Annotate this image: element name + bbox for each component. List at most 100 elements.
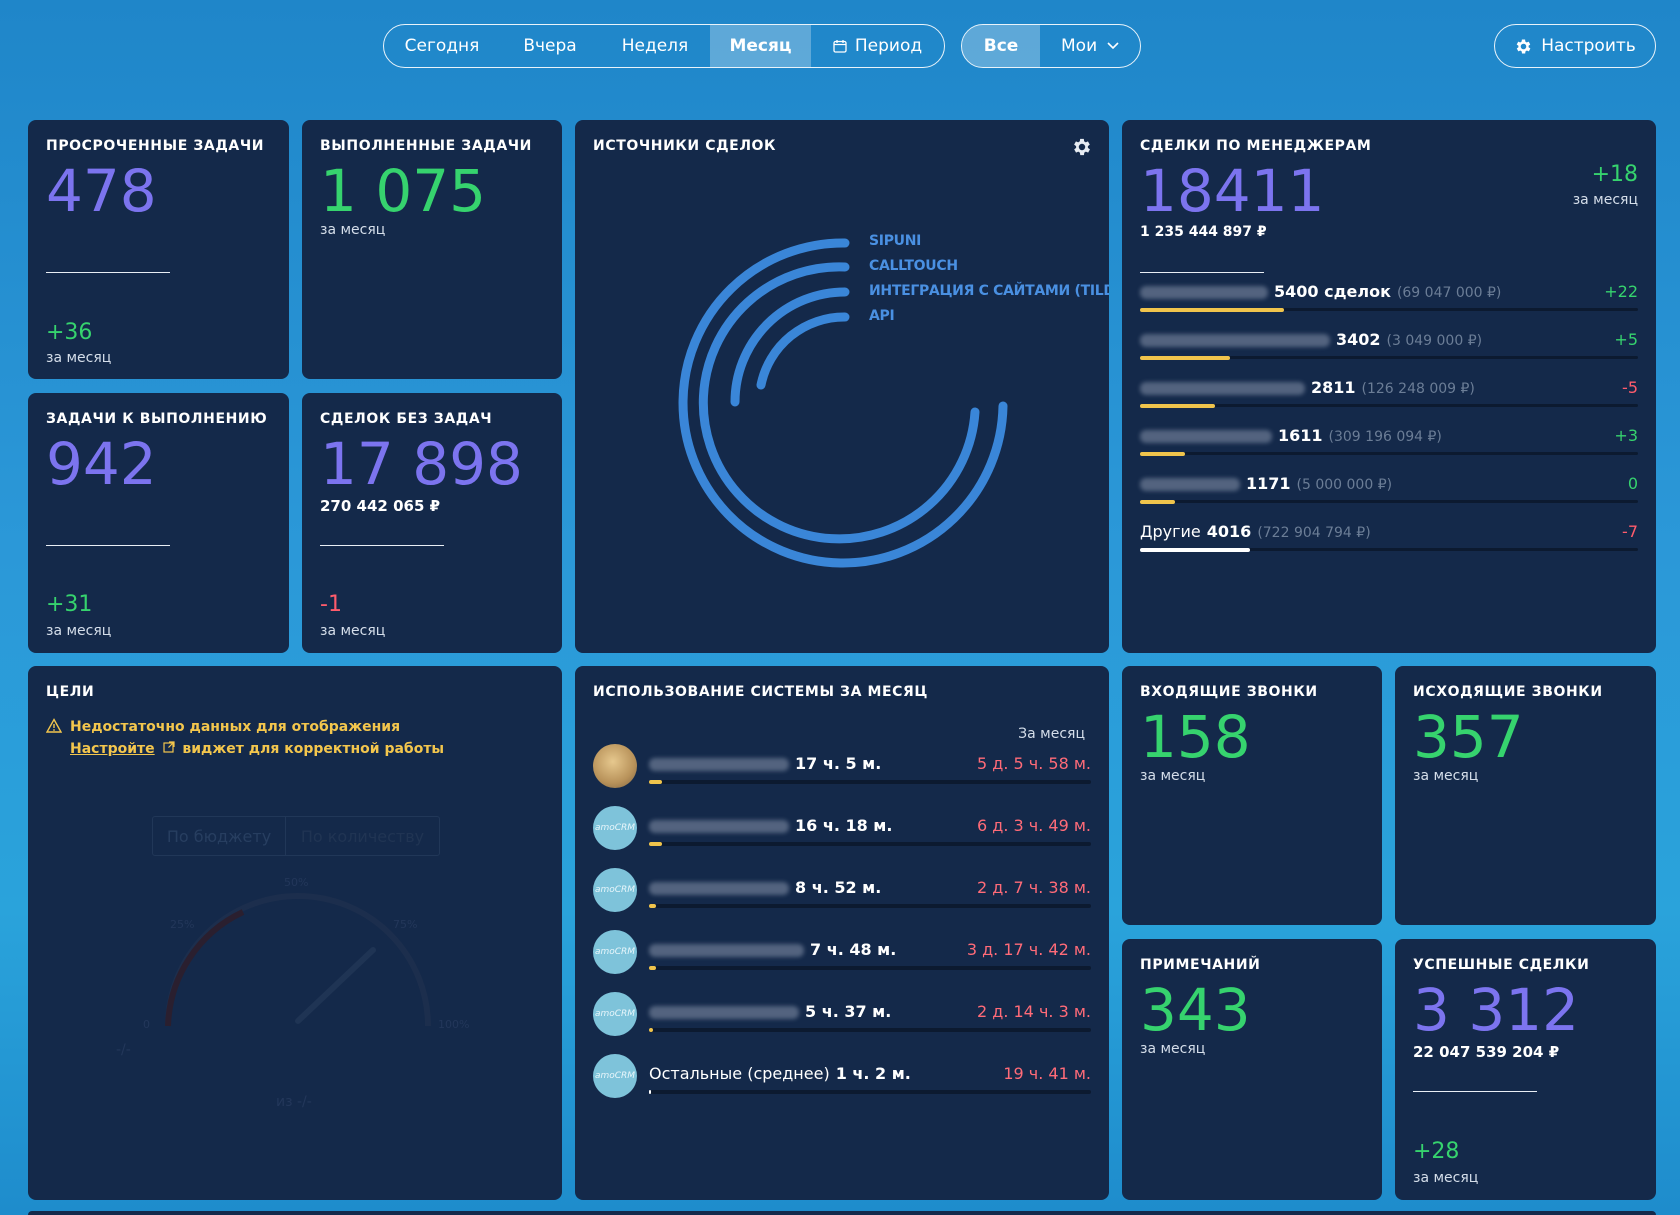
incoming-calls-widget[interactable]: Входящие звонки 158 за месяц xyxy=(1122,666,1382,925)
usage-value: 2 д. 14 ч. 3 м. xyxy=(977,1002,1091,1021)
widget-title: Цели xyxy=(46,684,95,700)
delta-caption: за месяц xyxy=(320,623,386,639)
manager-row[interactable]: 1171 (5 000 000 ₽) 0 xyxy=(1140,470,1638,504)
warning-line1: Недостаточно данных для отображения xyxy=(70,719,401,735)
blurred-name xyxy=(649,1006,799,1019)
blurred-name xyxy=(1140,382,1305,395)
progress-fill xyxy=(1140,452,1185,456)
setup-button[interactable]: Настроить xyxy=(1494,24,1656,68)
deal-count: 2811 xyxy=(1311,378,1356,397)
widget-title: Успешные сделки xyxy=(1413,957,1590,973)
scope-mine[interactable]: Мои xyxy=(1040,25,1140,67)
usage-row[interactable]: amoCRM 8 ч. 52 м. 2 д. 7 ч. 38 м. xyxy=(593,868,1091,918)
gauge-label-75: 75% xyxy=(393,918,418,931)
done-tasks-widget[interactable]: Выполненные задачи 1 075 за месяц xyxy=(302,120,562,379)
tab-count[interactable]: По количеству xyxy=(300,826,425,846)
usage-value: 19 ч. 41 м. xyxy=(1003,1064,1091,1083)
progress-fill xyxy=(649,842,663,846)
progress-track xyxy=(649,904,1091,908)
gauge-label-100: 100% xyxy=(438,1018,470,1031)
managers-amount: 1 235 444 897 ₽ xyxy=(1140,224,1267,240)
outgoing-count: 357 xyxy=(1413,703,1524,771)
widget-title: Задачи к выполнению xyxy=(46,411,268,427)
overdue-tasks-widget[interactable]: Просроченные задачи 478 +36 за месяц xyxy=(28,120,289,379)
widget-title: Просроченные задачи xyxy=(46,138,265,154)
sources-radial-chart xyxy=(678,238,1008,568)
manager-delta: -5 xyxy=(1622,378,1638,397)
setup-link[interactable]: Настройте xyxy=(70,741,155,757)
notes-widget[interactable]: Примечаний 343 за месяц xyxy=(1122,939,1382,1200)
manager-row[interactable]: 1611 (309 196 094 ₽) +3 xyxy=(1140,422,1638,456)
system-usage-widget[interactable]: Использование системы за месяц За месяц … xyxy=(575,666,1109,1200)
user-time: 8 ч. 52 м. xyxy=(795,878,882,897)
deals-without-tasks-widget[interactable]: Сделок без задач 17 898 270 442 065 ₽ -1… xyxy=(302,393,562,653)
filter-yesterday[interactable]: Вчера xyxy=(523,36,577,56)
won-amount: 22 047 539 204 ₽ xyxy=(1413,1043,1560,1061)
usage-value: 3 д. 17 ч. 42 м. xyxy=(966,940,1091,959)
manager-row[interactable]: 3402 (3 049 000 ₽) +5 xyxy=(1140,326,1638,360)
blurred-name xyxy=(649,758,789,771)
deal-sources-widget[interactable]: Источники сделок SIPUNI CALLTOUCH ИНТЕГР… xyxy=(575,120,1109,653)
manager-delta: +5 xyxy=(1614,330,1638,349)
usage-row[interactable]: amoCRM 5 ч. 37 м. 2 д. 14 ч. 3 м. xyxy=(593,992,1091,1042)
usage-row[interactable]: amoCRM Остальные (среднее) 1 ч. 2 м. 19 ч. … xyxy=(593,1054,1091,1104)
manager-name: 2811 (126 248 009 ₽) xyxy=(1140,378,1475,397)
user-time: 16 ч. 18 м. xyxy=(795,816,893,835)
won-deals-widget[interactable]: Успешные сделки 3 312 22 047 539 204 ₽ +… xyxy=(1395,939,1656,1200)
blurred-name xyxy=(1140,334,1330,347)
divider xyxy=(46,545,170,546)
usage-value: 6 д. 3 ч. 49 м. xyxy=(977,816,1091,835)
manager-name: Другие 4016 (722 904 794 ₽) xyxy=(1140,522,1371,541)
filter-period[interactable]: Период xyxy=(811,25,944,67)
delta-caption: за месяц xyxy=(46,350,112,366)
manager-row[interactable]: 2811 (126 248 009 ₽) -5 xyxy=(1140,374,1638,408)
divider xyxy=(320,545,444,546)
todo-tasks-widget[interactable]: Задачи к выполнению 942 +31 за месяц xyxy=(28,393,289,653)
progress-track xyxy=(649,842,1091,846)
warning-line2: виджет для корректной работы xyxy=(182,741,445,757)
blurred-name xyxy=(649,944,804,957)
deals-by-managers-widget[interactable]: Сделки по менеджерам 18411 1 235 444 897… xyxy=(1122,120,1656,653)
deal-sum: (5 000 000 ₽) xyxy=(1296,477,1393,493)
next-row-edge xyxy=(28,1211,1656,1215)
usage-row[interactable]: amoCRM 7 ч. 48 м. 3 д. 17 ч. 42 м. xyxy=(593,930,1091,980)
deal-sum: (3 049 000 ₽) xyxy=(1386,333,1483,349)
outgoing-calls-widget[interactable]: Исходящие звонки 357 за месяц xyxy=(1395,666,1656,925)
managers-total: 18411 xyxy=(1140,157,1325,225)
usage-row[interactable]: amoCRM 16 ч. 18 м. 6 д. 3 ч. 49 м. xyxy=(593,806,1091,856)
manager-delta: +22 xyxy=(1604,282,1638,301)
widget-title: Сделок без задач xyxy=(320,411,493,427)
progress-track xyxy=(649,1028,1091,1032)
won-count: 3 312 xyxy=(1413,976,1580,1044)
notes-count: 343 xyxy=(1140,976,1251,1044)
progress-track xyxy=(1140,500,1638,504)
manager-name: 1171 (5 000 000 ₽) xyxy=(1140,474,1392,493)
no-tasks-delta: -1 xyxy=(320,592,342,617)
user-name: 17 ч. 5 м. xyxy=(649,754,881,773)
filter-week[interactable]: Неделя xyxy=(621,36,689,56)
arc-calltouch xyxy=(698,262,980,544)
gear-icon xyxy=(1516,39,1531,53)
divider xyxy=(46,272,170,273)
usage-row[interactable]: 17 ч. 5 м. 5 д. 5 ч. 58 м. xyxy=(593,744,1091,794)
gauge-label-50: 50% xyxy=(284,876,309,889)
progress-fill xyxy=(649,1090,651,1094)
avatar: amoCRM xyxy=(593,930,637,974)
manager-row[interactable]: Другие 4016 (722 904 794 ₽) -7 xyxy=(1140,518,1638,552)
avatar: amoCRM xyxy=(593,1054,637,1098)
deal-count: 5400 сделок xyxy=(1274,282,1391,301)
manager-row[interactable]: 5400 сделок (69 047 000 ₽) +22 xyxy=(1140,278,1638,312)
user-name: 5 ч. 37 м. xyxy=(649,1002,891,1021)
scope-all[interactable]: Все xyxy=(962,25,1041,67)
gear-icon[interactable] xyxy=(1071,136,1093,158)
progress-track xyxy=(1140,356,1638,360)
tab-budget[interactable]: По бюджету xyxy=(153,817,286,855)
avatar: amoCRM xyxy=(593,868,637,912)
widget-title: Входящие звонки xyxy=(1140,684,1318,700)
goals-widget[interactable]: Цели Недостаточно данных для отображения… xyxy=(28,666,562,1200)
progress-track xyxy=(649,780,1091,784)
filter-month[interactable]: Месяц xyxy=(710,25,811,67)
won-delta: +28 xyxy=(1413,1139,1460,1164)
manager-label: Другие xyxy=(1140,522,1201,541)
filter-today[interactable]: Сегодня xyxy=(404,36,480,56)
